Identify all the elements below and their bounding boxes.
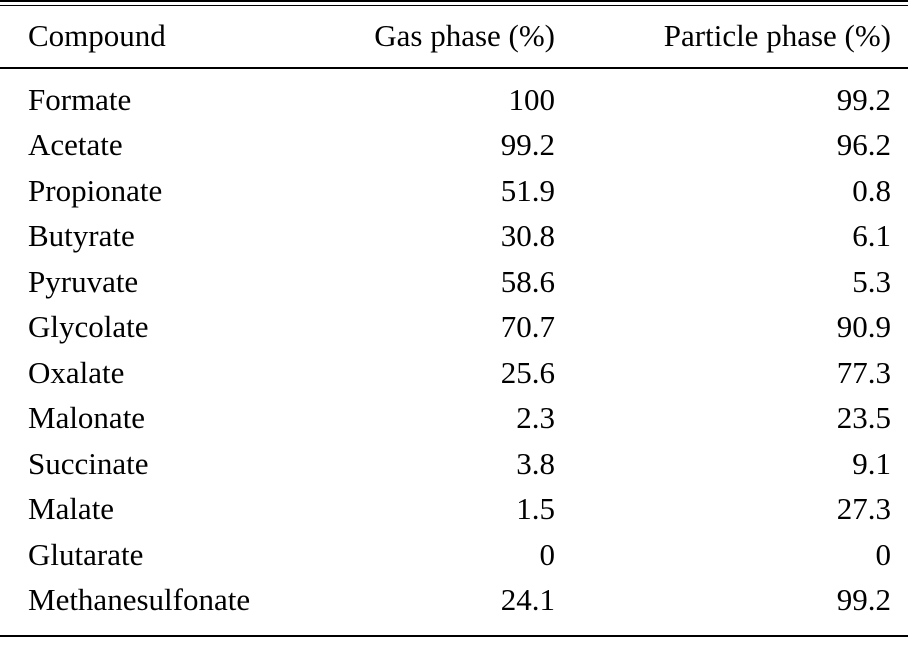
phase-distribution-table: Compound Gas phase (%) Particle phase (%… bbox=[0, 5, 908, 623]
compound-cell: Malonate bbox=[28, 400, 146, 435]
particle-phase-cell: 23.5 bbox=[836, 400, 891, 435]
table-row: Glutarate 0 0 bbox=[0, 532, 908, 578]
particle-phase-cell: 27.3 bbox=[836, 491, 891, 526]
table-row: Malonate 2.3 23.5 bbox=[0, 395, 908, 441]
bottom-rule bbox=[0, 634, 908, 637]
compound-cell: Succinate bbox=[28, 445, 149, 481]
particle-phase-cell: 99.2 bbox=[836, 81, 891, 117]
particle-phase-cell: 9.1 bbox=[852, 445, 891, 481]
column-header-compound: Compound bbox=[0, 5, 330, 69]
table-row: Propionate 51.9 0.8 bbox=[0, 168, 908, 214]
table-row: Pyruvate 58.6 5.3 bbox=[0, 259, 908, 305]
compound-cell: Butyrate bbox=[28, 218, 135, 253]
table-row: Oxalate 25.6 77.3 bbox=[0, 350, 908, 396]
compound-cell: Formate bbox=[28, 81, 132, 117]
table-row: Acetate 99.2 96.2 bbox=[0, 122, 908, 168]
top-rule-inner bbox=[0, 4, 908, 6]
particle-phase-cell: 5.3 bbox=[852, 263, 891, 299]
table-row: Methanesulfonate 24.1 99.2 bbox=[0, 577, 908, 623]
header-row: Compound Gas phase (%) Particle phase (%… bbox=[0, 5, 908, 69]
gas-phase-cell: 58.6 bbox=[500, 263, 555, 299]
table-row: Butyrate 30.8 6.1 bbox=[0, 213, 908, 259]
column-header-particle-phase: Particle phase (%) bbox=[555, 5, 908, 69]
top-rule-outer bbox=[0, 0, 908, 2]
particle-phase-cell: 0.8 bbox=[852, 172, 891, 208]
gas-phase-cell: 99.2 bbox=[500, 127, 555, 162]
gas-phase-cell: 51.9 bbox=[500, 172, 555, 208]
compound-cell: Pyruvate bbox=[28, 263, 139, 299]
compound-cell: Malate bbox=[28, 491, 115, 526]
gas-phase-cell: 3.8 bbox=[516, 445, 555, 481]
compound-cell: Oxalate bbox=[28, 354, 125, 390]
compound-cell: Acetate bbox=[28, 127, 123, 162]
compound-cell: Propionate bbox=[28, 172, 163, 208]
column-header-gas-phase: Gas phase (%) bbox=[330, 5, 555, 69]
gas-phase-cell: 2.3 bbox=[516, 400, 555, 435]
gas-phase-cell: 1.5 bbox=[516, 491, 555, 526]
compound-cell: Methanesulfonate bbox=[28, 582, 251, 617]
particle-phase-cell: 90.9 bbox=[836, 309, 891, 344]
gas-phase-cell: 0 bbox=[539, 536, 556, 572]
table-row: Succinate 3.8 9.1 bbox=[0, 441, 908, 487]
gas-phase-cell: 25.6 bbox=[500, 354, 555, 390]
gas-phase-cell: 70.7 bbox=[500, 309, 555, 344]
particle-phase-cell: 96.2 bbox=[836, 127, 891, 162]
gas-phase-cell: 24.1 bbox=[500, 582, 555, 617]
table-row: Malate 1.5 27.3 bbox=[0, 486, 908, 532]
particle-phase-cell: 6.1 bbox=[852, 218, 891, 253]
particle-phase-cell: 99.2 bbox=[836, 582, 891, 617]
table-row: Formate 100 99.2 bbox=[0, 68, 908, 123]
gas-phase-cell: 100 bbox=[508, 81, 556, 117]
particle-phase-cell: 77.3 bbox=[836, 354, 891, 390]
gas-phase-cell: 30.8 bbox=[500, 218, 555, 253]
compound-cell: Glutarate bbox=[28, 536, 144, 572]
particle-phase-cell: 0 bbox=[875, 536, 892, 572]
table-row: Glycolate 70.7 90.9 bbox=[0, 304, 908, 350]
compound-cell: Glycolate bbox=[28, 309, 149, 344]
